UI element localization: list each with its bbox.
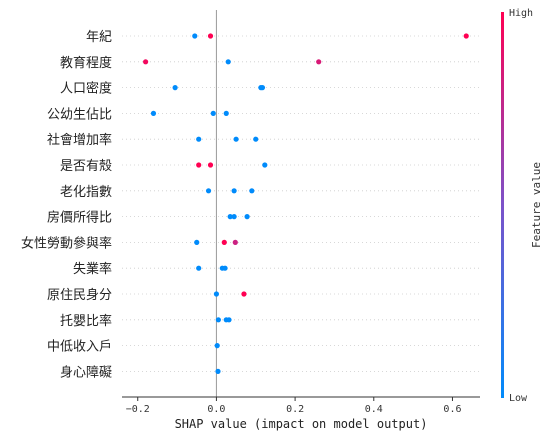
shap-point	[253, 136, 259, 142]
feature-label: 托嬰比率	[60, 313, 112, 329]
colorbar-high-label: High	[509, 8, 533, 19]
shap-point	[205, 188, 212, 194]
x-tick-label: 0.2	[286, 404, 304, 415]
shap-points	[143, 33, 469, 374]
shap-point	[241, 291, 247, 297]
shap-point	[231, 188, 237, 194]
shap-point	[194, 239, 200, 245]
shap-point	[249, 188, 255, 194]
shap-point	[214, 343, 220, 349]
x-tick-label: −0.2	[126, 404, 150, 415]
feature-label: 人口密度	[60, 81, 112, 97]
feature-label: 中低收入戶	[47, 340, 112, 355]
feature-label: 公幼生佔比	[47, 107, 112, 122]
shap-point	[463, 33, 469, 39]
shap-point	[262, 162, 268, 168]
feature-label: 教育程度	[60, 55, 112, 71]
shap-point	[232, 239, 238, 245]
shap-point	[196, 136, 202, 142]
colorbar-title: Feature value	[530, 162, 543, 248]
shap-point	[172, 85, 178, 91]
shap-point	[223, 110, 229, 116]
shap-point	[225, 59, 231, 65]
feature-label: 老化指數	[60, 185, 112, 200]
shap-point	[222, 265, 228, 271]
shap-point	[207, 33, 214, 39]
shap-point	[226, 317, 232, 323]
shap-point	[233, 136, 239, 142]
colorbar	[501, 12, 504, 398]
shap-point	[316, 59, 322, 65]
feature-label: 身心障礙	[60, 364, 112, 380]
shap-point	[215, 368, 221, 374]
x-tick-label: 0.0	[207, 404, 225, 415]
shap-point	[231, 214, 237, 220]
shap-point	[244, 214, 250, 220]
x-tick-label: 0.6	[443, 404, 461, 415]
shap-point	[150, 110, 157, 116]
shap-point	[207, 162, 214, 168]
shap-point	[192, 33, 198, 39]
x-axis-ticks: −0.2 0.0 0.2 0.4 0.6	[126, 397, 461, 415]
shap-point	[196, 265, 202, 271]
shap-point	[196, 162, 202, 168]
feature-rows: 年紀教育程度人口密度公幼生佔比社會增加率是否有殼老化指數房價所得比女性勞動參與率…	[21, 30, 480, 380]
x-tick-label: 0.4	[365, 404, 383, 415]
feature-label: 社會增加率	[47, 132, 112, 148]
colorbar-low-label: Low	[509, 393, 528, 404]
feature-label: 原住民身分	[47, 287, 112, 303]
shap-point	[221, 239, 227, 245]
shap-point	[215, 317, 221, 323]
shap-point	[259, 85, 266, 91]
shap-point	[210, 110, 216, 116]
feature-label: 女性勞動參與率	[21, 235, 112, 251]
shap-point	[213, 291, 220, 297]
feature-label: 年紀	[86, 30, 112, 45]
shap-point	[143, 59, 149, 65]
feature-label: 房價所得比	[47, 210, 112, 226]
x-axis-title: SHAP value (impact on model output)	[175, 417, 428, 431]
shap-point	[227, 214, 233, 220]
feature-label: 是否有殼	[60, 159, 112, 174]
feature-label: 失業率	[73, 261, 112, 277]
